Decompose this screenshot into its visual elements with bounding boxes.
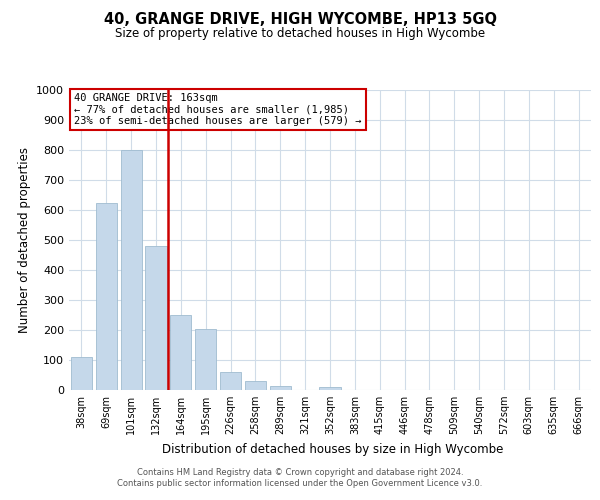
Text: 40 GRANGE DRIVE: 163sqm
← 77% of detached houses are smaller (1,985)
23% of semi: 40 GRANGE DRIVE: 163sqm ← 77% of detache… (74, 93, 362, 126)
Bar (270, 386, 291, 390)
Text: Distribution of detached houses by size in High Wycombe: Distribution of detached houses by size … (163, 442, 503, 456)
Bar (121, 150, 142, 390)
Bar (319, 387, 341, 390)
Y-axis label: Number of detached properties: Number of detached properties (17, 147, 31, 333)
Bar (245, 381, 266, 390)
Bar (96, 202, 117, 390)
Text: 40, GRANGE DRIVE, HIGH WYCOMBE, HP13 5GQ: 40, GRANGE DRIVE, HIGH WYCOMBE, HP13 5GQ (104, 12, 497, 28)
Text: Contains HM Land Registry data © Crown copyright and database right 2024.
Contai: Contains HM Land Registry data © Crown c… (118, 468, 482, 487)
Bar (170, 315, 191, 390)
Bar (71, 357, 92, 390)
Text: Size of property relative to detached houses in High Wycombe: Size of property relative to detached ho… (115, 28, 485, 40)
Bar (145, 246, 167, 390)
Bar (195, 328, 216, 390)
Bar (220, 372, 241, 390)
